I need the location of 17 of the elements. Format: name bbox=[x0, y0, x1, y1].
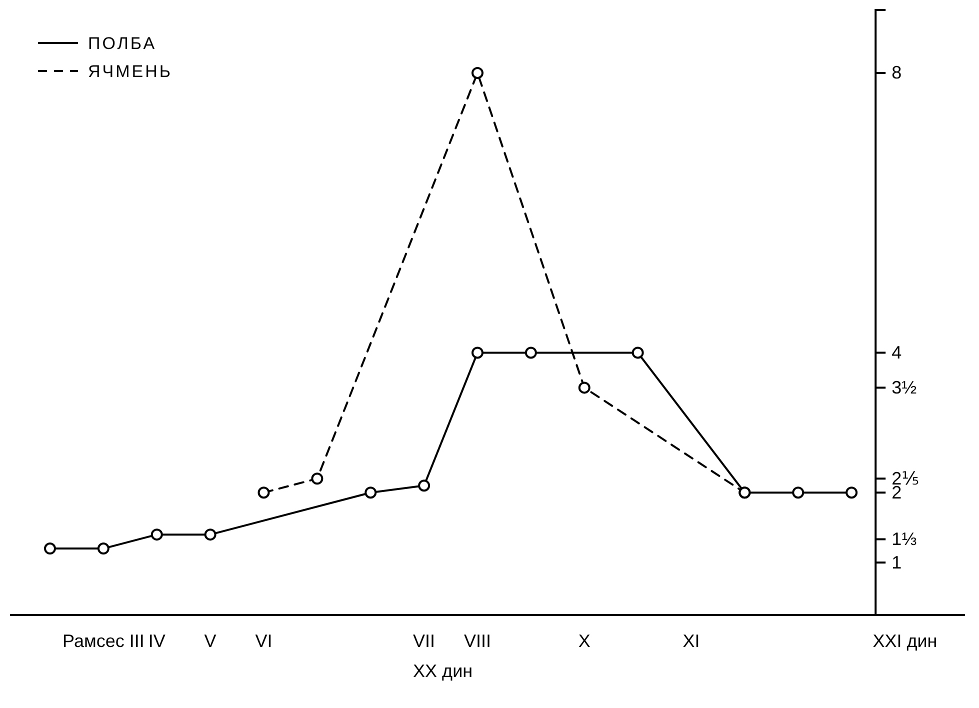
x-tick-label: XXI дин bbox=[872, 631, 938, 651]
x-tick-label: X bbox=[578, 631, 590, 651]
x-tick-label: Рамсес III bbox=[62, 631, 144, 651]
x-axis-title: XX дин bbox=[413, 661, 473, 681]
x-tick-label: V bbox=[204, 631, 216, 651]
x-tick-label: VII bbox=[413, 631, 436, 651]
x-tick-label: VI bbox=[255, 631, 272, 651]
x-tick-label: IV bbox=[148, 631, 166, 651]
legend-label: ЯЧМЕНЬ bbox=[88, 62, 173, 81]
y-tick-label: 4 bbox=[892, 342, 902, 362]
y-tick-label: 1 bbox=[892, 552, 902, 572]
x-tick-label: XI bbox=[682, 631, 700, 651]
y-tick-label: 8 bbox=[892, 62, 902, 83]
x-tick-label: VIII bbox=[464, 631, 492, 651]
legend-label: ПОЛБА bbox=[88, 34, 157, 53]
y-tick-label: 3½ bbox=[892, 377, 917, 398]
y-tick-label: 1⅓ bbox=[892, 529, 917, 550]
